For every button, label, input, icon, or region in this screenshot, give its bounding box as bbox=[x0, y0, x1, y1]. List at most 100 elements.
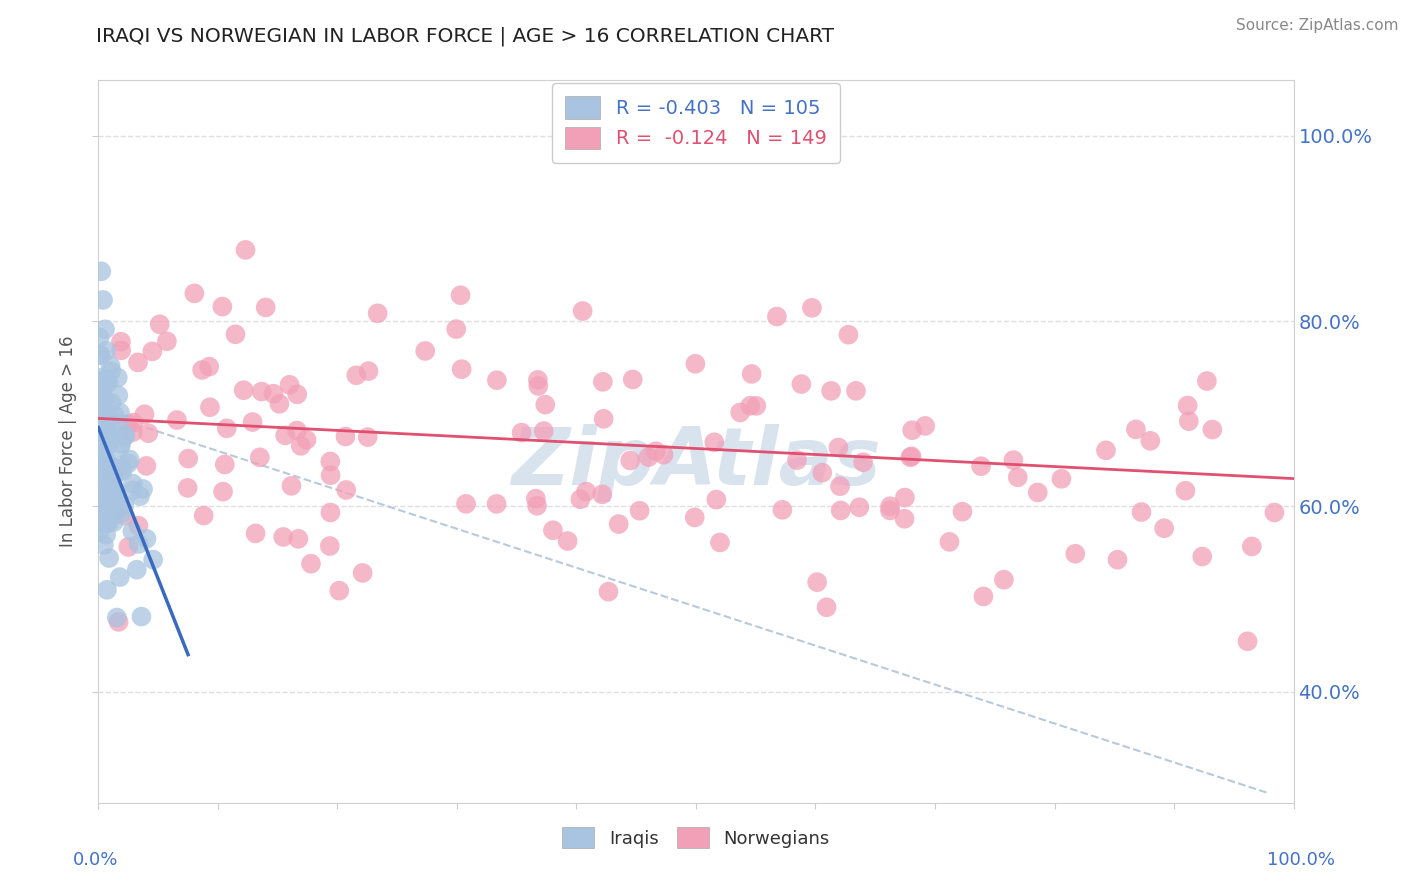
Point bbox=[96, 493, 118, 508]
Point bbox=[224, 327, 246, 342]
Point bbox=[1195, 374, 1218, 388]
Point bbox=[242, 415, 264, 429]
Point bbox=[91, 396, 114, 410]
Point bbox=[110, 437, 132, 451]
Point bbox=[127, 518, 149, 533]
Point bbox=[89, 456, 111, 470]
Point bbox=[591, 487, 613, 501]
Point bbox=[90, 348, 112, 362]
Point bbox=[98, 489, 121, 503]
Point bbox=[367, 306, 389, 320]
Point bbox=[136, 426, 159, 441]
Point bbox=[90, 264, 112, 278]
Point bbox=[131, 609, 153, 624]
Point bbox=[96, 424, 118, 438]
Point bbox=[728, 405, 751, 419]
Point bbox=[103, 408, 125, 422]
Point bbox=[993, 573, 1015, 587]
Point bbox=[93, 376, 115, 391]
Point bbox=[249, 450, 271, 465]
Text: 100.0%: 100.0% bbox=[1267, 851, 1334, 869]
Point bbox=[98, 420, 121, 434]
Point bbox=[121, 476, 143, 491]
Point bbox=[96, 508, 118, 522]
Point bbox=[129, 489, 152, 503]
Point bbox=[214, 458, 236, 472]
Point bbox=[91, 403, 114, 417]
Point bbox=[770, 503, 793, 517]
Point bbox=[103, 502, 125, 516]
Text: 0.0%: 0.0% bbox=[73, 851, 118, 869]
Point bbox=[571, 304, 593, 318]
Point bbox=[1130, 505, 1153, 519]
Point bbox=[111, 464, 134, 478]
Point bbox=[454, 497, 477, 511]
Point bbox=[263, 386, 285, 401]
Point bbox=[1153, 521, 1175, 535]
Point bbox=[652, 448, 675, 462]
Point bbox=[898, 450, 921, 465]
Point bbox=[413, 343, 436, 358]
Point bbox=[108, 570, 131, 584]
Point bbox=[97, 516, 120, 530]
Y-axis label: In Labor Force | Age > 16: In Labor Force | Age > 16 bbox=[59, 335, 77, 548]
Point bbox=[250, 384, 273, 399]
Point bbox=[1139, 434, 1161, 448]
Point bbox=[344, 368, 367, 383]
Point bbox=[93, 507, 115, 521]
Point bbox=[191, 363, 214, 377]
Point bbox=[94, 511, 117, 525]
Point bbox=[111, 507, 134, 521]
Point bbox=[105, 502, 128, 516]
Point bbox=[110, 343, 132, 358]
Point bbox=[485, 497, 508, 511]
Point bbox=[837, 327, 859, 342]
Point bbox=[121, 524, 143, 539]
Point bbox=[274, 428, 297, 442]
Point bbox=[91, 446, 114, 460]
Point bbox=[177, 451, 200, 466]
Point bbox=[894, 491, 917, 505]
Point bbox=[592, 375, 614, 389]
Point bbox=[900, 450, 922, 464]
Point bbox=[135, 458, 157, 473]
Point bbox=[830, 503, 852, 517]
Point bbox=[828, 479, 851, 493]
Point bbox=[290, 439, 312, 453]
Point bbox=[901, 423, 924, 437]
Point bbox=[90, 393, 112, 408]
Point bbox=[1178, 414, 1201, 428]
Point bbox=[89, 348, 111, 362]
Point bbox=[108, 441, 131, 455]
Point bbox=[450, 288, 472, 302]
Point bbox=[94, 322, 117, 336]
Point bbox=[110, 458, 132, 473]
Point bbox=[122, 425, 145, 439]
Point bbox=[811, 466, 834, 480]
Point bbox=[1191, 549, 1213, 564]
Point bbox=[1201, 423, 1223, 437]
Point bbox=[801, 301, 824, 315]
Point bbox=[90, 427, 112, 442]
Point bbox=[93, 439, 115, 453]
Point bbox=[299, 557, 322, 571]
Point bbox=[1107, 552, 1129, 566]
Point bbox=[319, 454, 342, 468]
Point bbox=[100, 359, 122, 373]
Point bbox=[107, 615, 129, 629]
Point bbox=[105, 610, 128, 624]
Point bbox=[110, 334, 132, 349]
Point bbox=[271, 530, 294, 544]
Point bbox=[879, 503, 901, 517]
Point bbox=[122, 483, 145, 498]
Point bbox=[295, 433, 318, 447]
Point bbox=[245, 526, 267, 541]
Point bbox=[149, 318, 172, 332]
Point bbox=[621, 372, 644, 386]
Point bbox=[1174, 483, 1197, 498]
Point bbox=[970, 459, 993, 474]
Point bbox=[972, 590, 994, 604]
Point bbox=[198, 401, 221, 415]
Text: Source: ZipAtlas.com: Source: ZipAtlas.com bbox=[1236, 18, 1399, 33]
Point bbox=[100, 364, 122, 378]
